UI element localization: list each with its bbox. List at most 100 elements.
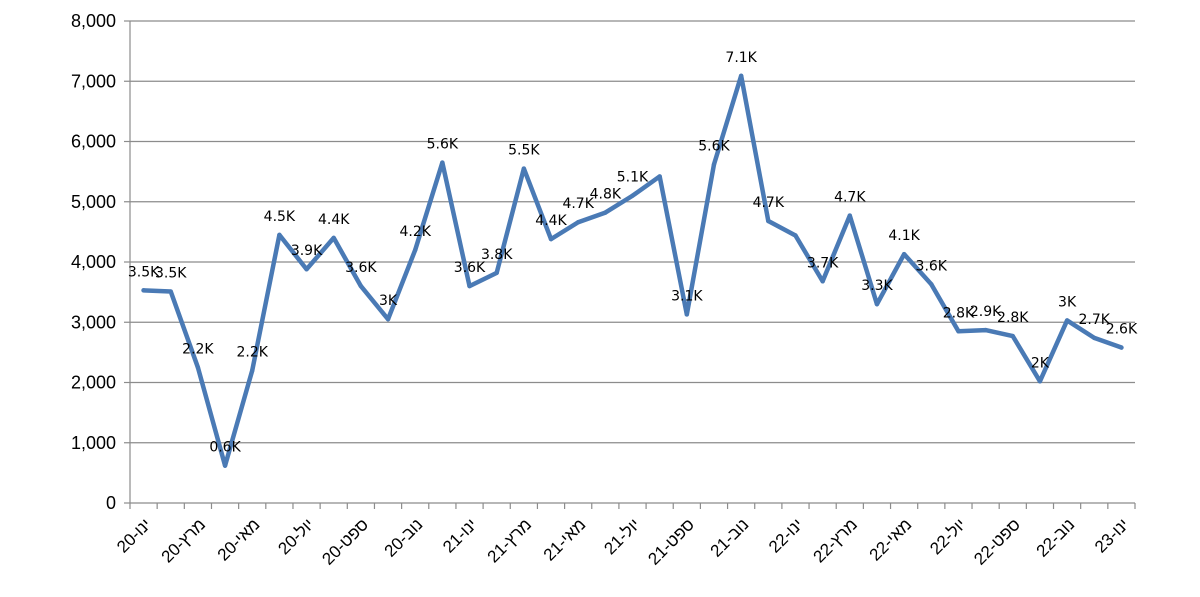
data-label: 3.9K [291, 243, 323, 259]
data-point [1010, 333, 1015, 339]
data-label: 3.3K [861, 278, 893, 294]
data-label: 3.5K [128, 264, 160, 280]
data-point [766, 218, 771, 224]
x-tick-label: מאי-20 [214, 515, 264, 565]
data-point [195, 365, 201, 370]
data-label: 2.6K [1106, 322, 1138, 338]
data-point [847, 213, 852, 218]
data-label: 3K [379, 293, 398, 309]
data-point [494, 270, 499, 276]
x-tick-label: יול-22 [926, 515, 969, 558]
data-label: 2K [1031, 355, 1050, 371]
data-label: 4.1K [888, 228, 920, 244]
data-point [738, 73, 744, 79]
data-point [521, 166, 527, 171]
data-label: 4.4K [318, 212, 350, 228]
data-label: 2.2K [237, 344, 269, 360]
y-tick-label: 3,000 [71, 312, 116, 332]
x-tick-label: יול-20 [274, 515, 317, 558]
data-point [929, 282, 934, 287]
data-label: 4.7K [834, 190, 866, 206]
data-point [684, 312, 690, 317]
y-tick-label: 0 [106, 493, 116, 513]
data-point [575, 220, 581, 225]
data-point [222, 463, 228, 468]
x-tick-label: יול-21 [600, 515, 643, 558]
data-label: 0.6K [209, 440, 241, 456]
data-label: 2.8K [943, 305, 975, 321]
data-label: 3.6K [916, 258, 948, 274]
data-label: 2.2K [182, 341, 214, 357]
data-label: 3.1K [671, 288, 703, 304]
x-tick-label: ספט-21 [644, 515, 698, 569]
y-tick-label: 5,000 [71, 192, 116, 212]
gridlines [130, 20, 1135, 444]
data-point [331, 235, 336, 241]
data-label: 7.1K [725, 50, 757, 66]
data-label: 4.7K [753, 195, 785, 211]
data-label: 2.9K [970, 304, 1002, 320]
data-label: 3.6K [345, 260, 377, 276]
x-tick-label: ספט-22 [970, 515, 1024, 569]
data-point [413, 247, 418, 253]
data-point [956, 329, 961, 334]
data-point [874, 301, 880, 307]
x-tick-label: נוב-22 [1033, 515, 1079, 561]
data-label: 4.8K [590, 187, 622, 203]
y-tick-label: 6,000 [71, 132, 116, 152]
data-point [440, 160, 445, 165]
data-point [711, 162, 717, 167]
x-tick-label: נוב-20 [381, 515, 427, 561]
data-labels: 3.5K3.5K 2.2K 0.6K 2.2K 4.5K 3.9K 4.4K 3.6K 3K 4.… [128, 50, 1138, 456]
data-point [657, 174, 662, 179]
data-label: 2.7K [1079, 312, 1111, 328]
y-tick-label: 4,000 [71, 252, 116, 272]
data-point [358, 283, 364, 289]
data-label: 5.1K [617, 170, 649, 186]
data-point [385, 317, 391, 322]
y-tick-label: 1,000 [71, 433, 116, 453]
data-label: 5.5K [508, 143, 540, 159]
data-point [467, 283, 472, 289]
x-tick-label: נוב-21 [707, 515, 753, 561]
data-point [250, 368, 255, 373]
data-label: 4.2K [399, 224, 431, 240]
x-tick-label: מרץ-21 [484, 515, 536, 567]
y-tick-label: 2,000 [71, 373, 116, 393]
data-label: 4.7K [562, 196, 594, 212]
x-tick-label: מרץ-22 [810, 515, 862, 567]
axes [124, 20, 1136, 509]
data-label: 3.6K [454, 260, 486, 276]
x-tick-label: ינו-21 [439, 515, 481, 557]
data-label: 3K [1058, 294, 1077, 310]
data-point [277, 232, 282, 238]
data-label: 3.5K [155, 266, 187, 282]
data-label: 3.7K [807, 255, 839, 271]
data-point [820, 279, 825, 284]
data-label: 5.6K [427, 137, 459, 153]
data-point [1064, 318, 1070, 323]
y-tick-label: 7,000 [71, 71, 116, 91]
x-tick-label: ינו-23 [1091, 515, 1133, 557]
data-point [548, 236, 554, 242]
data-point [793, 233, 798, 238]
data-point [1092, 335, 1097, 341]
data-point [141, 288, 146, 293]
data-point [630, 193, 635, 198]
data-point [304, 267, 309, 272]
x-tick-label: ספט-20 [318, 515, 372, 569]
data-point [983, 327, 988, 333]
data-label: 4.4K [535, 213, 567, 229]
y-axis-ticks: 0 1,000 2,000 3,000 4,000 5,000 6,000 7,000 8,00… [71, 11, 116, 513]
data-point [1037, 379, 1043, 384]
x-tick-label: ינו-20 [113, 515, 155, 557]
series-layer [141, 73, 1124, 468]
data-point [1119, 345, 1124, 350]
data-label: 4.5K [264, 209, 296, 225]
series-line [141, 73, 1124, 468]
y-tick-label: 8,000 [71, 11, 116, 31]
data-label: 3.8K [481, 247, 513, 263]
